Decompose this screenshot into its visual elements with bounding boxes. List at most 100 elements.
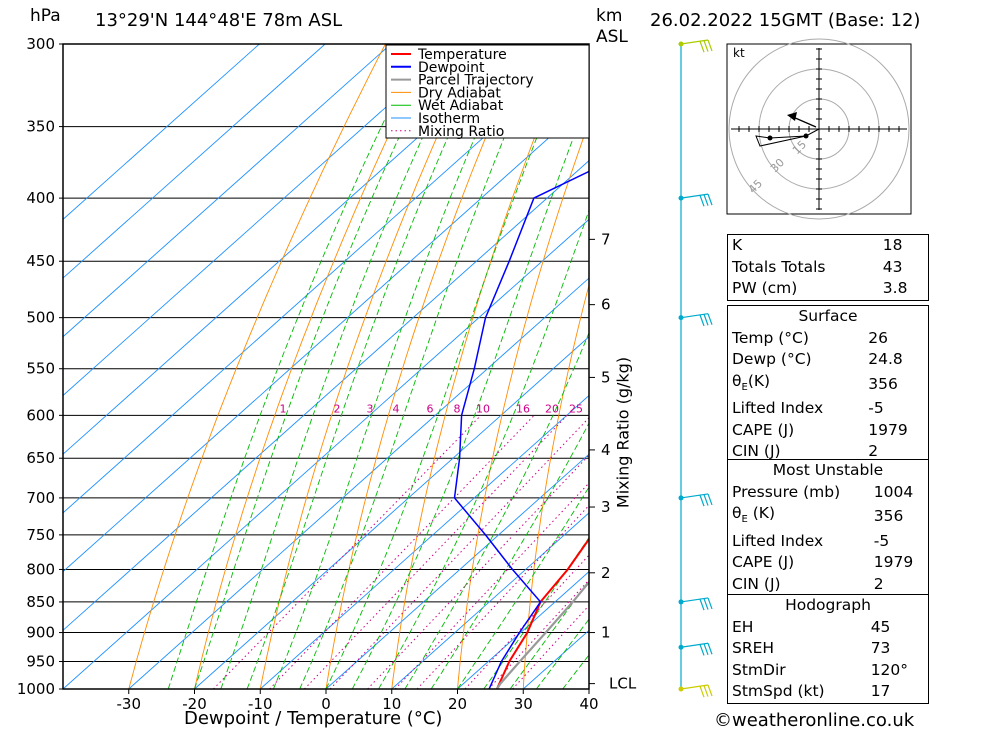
wind-barb-flag (699, 494, 705, 507)
parcel-trajectory-line (495, 580, 589, 689)
legend-label: Dry Adiabat (418, 85, 501, 101)
wind-barb-flag (703, 194, 709, 206)
height-tick-label: 7 (601, 230, 611, 248)
pressure-tick-label: 750 (26, 526, 55, 544)
wind-barb-flag (703, 598, 709, 610)
isotherm-line (63, 44, 457, 397)
wind-barb-flag (703, 643, 709, 656)
mu-li-value: -5 (873, 531, 890, 550)
dry-adiabat-line (457, 121, 589, 689)
mixing-ratio-label: 6 (427, 402, 434, 415)
legend-label: Wet Adiabat (418, 98, 504, 114)
mixing-ratio-label: 2 (334, 402, 341, 415)
dry-adiabat-line (259, 44, 480, 689)
mixing-ratio-line (367, 454, 589, 689)
wind-barb-flag (699, 195, 705, 207)
isotherm-line (325, 453, 589, 689)
wind-barb-shaft (680, 39, 709, 45)
plot-frame (62, 43, 590, 690)
wet-adiabat-line (351, 95, 589, 689)
mixing-ratio-line (213, 414, 482, 689)
eh-label: EH (732, 617, 754, 636)
most-unstable-table: Most Unstable Pressure (mb) 1004 θE (K) 35… (727, 459, 929, 597)
wind-barb-flag (707, 597, 713, 610)
isotherm-line (457, 570, 589, 689)
wind-barb-flag (699, 685, 705, 698)
wind-barb-flag (699, 40, 705, 53)
pw-label: PW (cm) (732, 279, 798, 297)
mixing-ratio-label: 8 (454, 402, 461, 415)
wind-barb-flag (703, 40, 709, 52)
dry-adiabat-line (128, 44, 386, 689)
wet-adiabat-line (378, 209, 589, 689)
height-tick-label: 6 (601, 296, 611, 314)
surface-dewp-label: Dewp (°C) (732, 350, 812, 368)
wind-barb-shaft (680, 597, 709, 603)
height-tick-label: 1 (601, 624, 611, 642)
storm-motion-arrowhead (787, 112, 797, 121)
wind-barb-shaft (680, 684, 709, 690)
pressure-tick-label: 500 (26, 309, 55, 327)
surface-li-label: Lifted Index (732, 399, 824, 418)
wind-barb-flag (699, 644, 705, 656)
temp-tick-label: -20 (182, 695, 207, 713)
eh-value: 45 (870, 617, 891, 636)
stmspd-value: 17 (870, 682, 891, 700)
legend-label: Dewpoint (418, 60, 485, 76)
tt-value: 43 (882, 257, 903, 276)
surface-temp-label: Temp (°C) (732, 328, 809, 347)
hodograph-ring (728, 38, 910, 220)
surface-theta-label: θE(K) (732, 371, 771, 393)
credit-link[interactable]: ©weatheronline.co.uk (714, 710, 915, 731)
legend-box (385, 44, 590, 139)
wind-barb-flag (699, 314, 705, 327)
wet-adiabat-line (220, 44, 467, 689)
height-unit-km: km (596, 6, 623, 26)
wind-barb-shaft (680, 493, 709, 499)
surface-table: Surface Temp (°C) 26 Dewp (°C) 24.8 θE(K) 3… (727, 305, 929, 464)
wind-barb-flag (703, 314, 709, 326)
wet-adiabat-line (194, 44, 444, 689)
height-tick-label: LCL (609, 675, 637, 693)
mixing-ratio-line (269, 414, 535, 689)
k-label: K (732, 236, 743, 254)
isotherm-line (63, 44, 260, 220)
temp-tick-label: -30 (117, 695, 142, 713)
tt-label: Totals Totals (732, 257, 826, 276)
mu-theta-label: θE (K) (732, 504, 775, 526)
height-tick-label: 3 (601, 498, 611, 516)
wind-barb-flag (707, 39, 713, 52)
hodograph-table: Hodograph EH 45 SREH 73 StmDir 120° StmSpd … (727, 594, 929, 704)
y2-axis-title-wrap: Mixing Ratio (g/kg) (608, 348, 638, 518)
most-unstable-title: Most Unstable (772, 461, 884, 479)
dry-adiabat-line (522, 283, 589, 689)
pressure-tick-label: 800 (26, 560, 55, 578)
mixing-ratio-label: 4 (393, 402, 400, 415)
mixing-ratio-label: 3 (367, 402, 374, 415)
temp-tick-label: 40 (579, 695, 598, 713)
mixing-ratio-line (304, 414, 568, 689)
mu-theta-value: 356 (873, 507, 904, 526)
storm-motion-arrow (792, 116, 817, 128)
wet-adiabat-line (483, 536, 589, 689)
wind-barb-flag (703, 494, 709, 506)
indices-table: K 18 Totals Totals 43 PW (cm) 3.8 (727, 234, 929, 301)
mixing-ratio-line (329, 417, 589, 689)
height-unit-asl: ASL (596, 27, 628, 47)
pressure-tick-label: 850 (26, 593, 55, 611)
wind-barb-shaft (680, 642, 709, 648)
mu-pressure-label: Pressure (mb) (732, 482, 841, 501)
mixing-ratio-axis-title: Mixing Ratio (g/kg) (613, 356, 633, 509)
pressure-tick-label: 900 (26, 624, 55, 642)
wet-adiabat-line (272, 44, 516, 689)
wet-adiabat-line (404, 331, 589, 689)
isotherm-line (63, 44, 392, 338)
wet-adiabat-line (167, 44, 422, 689)
pressure-tick-label: 450 (26, 252, 55, 270)
hodograph-point (767, 135, 773, 141)
surface-theta-value: 356 (868, 374, 898, 393)
height-tick-label: 4 (601, 441, 611, 459)
mixing-ratio-label: 1 (280, 402, 287, 415)
k-value: 18 (882, 236, 903, 254)
